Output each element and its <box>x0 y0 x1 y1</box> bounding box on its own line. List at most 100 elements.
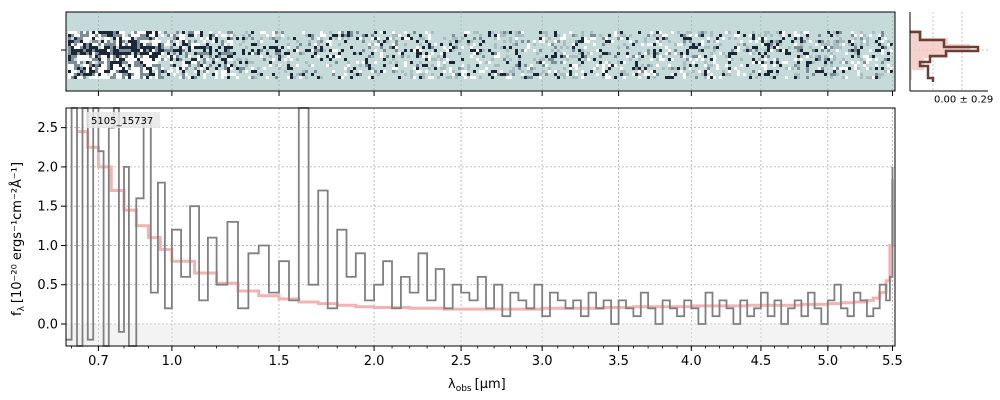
spectrum-2d-pixel <box>725 31 728 34</box>
spectrum-2d-pixel <box>452 70 455 73</box>
spectrum-2d-pixel <box>767 49 770 52</box>
spectrum-2d-pixel <box>371 70 374 73</box>
spectrum-2d-pixel <box>707 64 710 67</box>
spectrum-2d-pixel <box>347 64 350 67</box>
spectrum-2d-pixel <box>848 49 851 52</box>
spectrum-2d-pixel <box>71 34 74 37</box>
spectrum-2d-pixel <box>68 52 71 55</box>
spectrum-2d-pixel <box>146 55 149 58</box>
spectrum-2d-pixel <box>104 49 107 52</box>
spectrum-2d-pixel <box>128 64 131 67</box>
spectrum-2d-pixel <box>851 40 854 43</box>
spectrum-2d-pixel <box>566 58 569 61</box>
spectrum-2d-pixel <box>734 34 737 37</box>
spectrum-2d-pixel <box>584 37 587 40</box>
spectrum-2d-pixel <box>185 61 188 64</box>
spectrum-2d-pixel <box>119 52 122 55</box>
spectrum-2d-pixel <box>797 34 800 37</box>
spectrum-2d-pixel <box>755 76 758 79</box>
spectrum-2d-pixel <box>890 43 893 46</box>
spectrum-2d-pixel <box>389 46 392 49</box>
spectrum-2d-pixel <box>695 46 698 49</box>
spectrum-2d-pixel <box>101 76 104 79</box>
spectrum-2d-pixel <box>209 34 212 37</box>
x-axis-ticks: 0.7 1.0 1.5 2.0 2.5 3.0 3.5 4.0 4.5 5.0 5.5 <box>71 346 903 369</box>
spectrum-2d-pixel <box>695 55 698 58</box>
spectrum-2d-pixel <box>257 40 260 43</box>
spectrum-2d-pixel <box>185 43 188 46</box>
x-tick-label: 3.5 <box>608 354 629 369</box>
spectrum-2d-pixel <box>260 55 263 58</box>
spectrum-2d-pixel <box>539 61 542 64</box>
spectrum-2d-pixel <box>365 34 368 37</box>
spectrum-2d-pixel <box>176 70 179 73</box>
spectrum-2d-pixel <box>854 34 857 37</box>
spectrum-2d-pixel <box>320 34 323 37</box>
spectrum-2d-pixel <box>302 52 305 55</box>
spectrum-2d-pixel <box>614 76 617 79</box>
spectrum-2d-pixel <box>644 52 647 55</box>
spectrum-2d-pixel <box>539 58 542 61</box>
spectrum-2d-pixel <box>281 31 284 34</box>
spectrum-2d-pixel <box>317 55 320 58</box>
spectrum-2d-pixel <box>584 55 587 58</box>
spectrum-2d-pixel <box>854 37 857 40</box>
spectrum-2d-pixel <box>80 46 83 49</box>
histogram-outline <box>910 30 980 82</box>
spectrum-2d-pixel <box>857 73 860 76</box>
spectrum-2d-pixel <box>119 64 122 67</box>
spectrum-2d-pixel <box>296 49 299 52</box>
spectrum-2d-pixel <box>320 46 323 49</box>
spectrum-2d-pixel <box>815 58 818 61</box>
spectrum-2d-pixel <box>155 73 158 76</box>
spectrum-2d-pixel <box>251 52 254 55</box>
spectrum-2d-pixel <box>632 43 635 46</box>
spectrum-2d-pixel <box>200 64 203 67</box>
spectrum-2d-pixel <box>380 70 383 73</box>
spectrum-2d-pixel <box>680 55 683 58</box>
spectrum-2d-pixel <box>398 34 401 37</box>
spectrum-2d-pixel <box>314 46 317 49</box>
spectrum-2d-pixel <box>668 40 671 43</box>
spectrum-2d-pixel <box>188 61 191 64</box>
spectrum-2d-pixel <box>110 55 113 58</box>
spectrum-2d-pixel <box>692 70 695 73</box>
spectrum-2d-pixel <box>686 73 689 76</box>
spectrum-2d-pixel <box>68 37 71 40</box>
spectrum-2d-pixel <box>710 34 713 37</box>
spectrum-2d-pixel <box>104 67 107 70</box>
spectrum-2d-pixel <box>104 31 107 34</box>
spectrum-2d-pixel <box>470 49 473 52</box>
spectrum-2d-pixel <box>233 64 236 67</box>
spectrum-2d-pixel <box>347 70 350 73</box>
spectrum-2d-pixel <box>419 55 422 58</box>
spectrum-2d-pixel <box>419 61 422 64</box>
spectrum-2d-pixel <box>410 73 413 76</box>
spectrum-2d-pixel <box>434 67 437 70</box>
spectrum-2d-pixel <box>218 46 221 49</box>
spectrum-2d-pixel <box>800 55 803 58</box>
spectrum-2d-pixel <box>230 37 233 40</box>
spectrum-2d-pixel <box>260 40 263 43</box>
spectrum-2d-pixel <box>155 61 158 64</box>
spectrum-2d-pixel <box>557 70 560 73</box>
spectrum-2d-pixel <box>110 67 113 70</box>
spectrum-2d-pixel <box>815 70 818 73</box>
spectrum-2d-pixel <box>770 61 773 64</box>
spectrum-2d-pixel <box>644 73 647 76</box>
spectrum-2d-pixel <box>467 64 470 67</box>
spectrum-2d-pixel <box>527 67 530 70</box>
spectrum-2d-pixel <box>623 34 626 37</box>
spectrum-2d-pixel <box>410 61 413 64</box>
spectrum-2d-pixel <box>587 40 590 43</box>
spectrum-2d-pixel <box>107 43 110 46</box>
spectrum-2d-pixel <box>173 43 176 46</box>
spectrum-2d-pixel <box>758 61 761 64</box>
spectrum-2d-pixel <box>701 58 704 61</box>
y-axis-ticks: 0.00.51.01.52.02.5 <box>37 121 66 333</box>
spectrum-2d-pixel <box>704 55 707 58</box>
spectrum-2d-pixel <box>833 31 836 34</box>
spectrum-2d-pixel <box>146 37 149 40</box>
spectrum-2d-pixel <box>179 37 182 40</box>
spectrum-2d-pixel <box>524 64 527 67</box>
